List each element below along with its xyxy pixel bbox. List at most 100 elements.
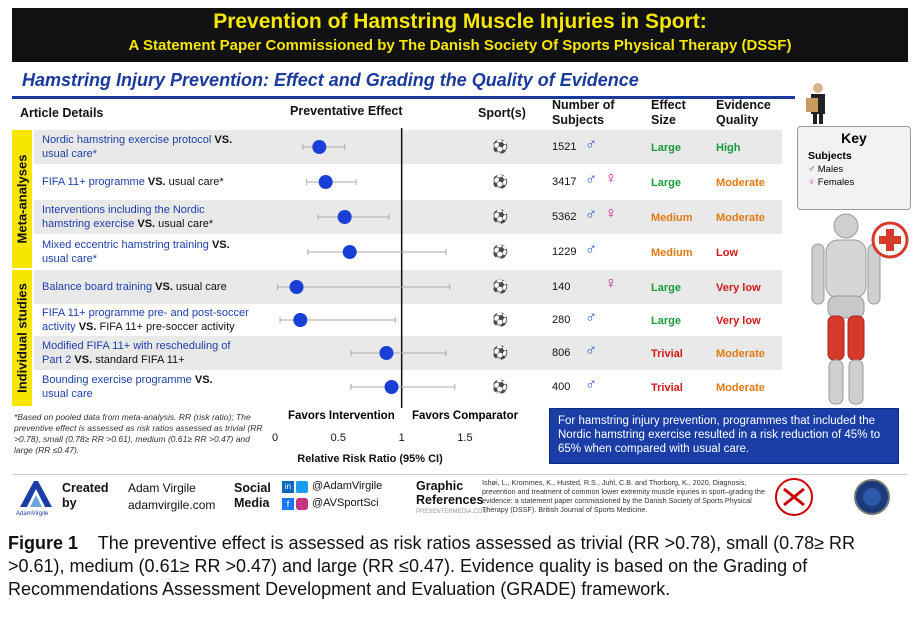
male-icon: ♂: [585, 206, 597, 223]
male-icon: ♂: [585, 136, 597, 153]
social-handle-1[interactable]: @AdamVirgile: [312, 480, 383, 492]
header-banner: Prevention of Hamstring Muscle Injuries …: [12, 8, 908, 62]
data-point: [312, 140, 327, 154]
subject-count: 5362: [552, 211, 577, 223]
dssf-logo-icon: [775, 478, 813, 516]
female-icon: ♀: [605, 205, 617, 222]
male-icon: ♂: [585, 241, 597, 258]
x-tick-label: 0.5: [331, 432, 346, 444]
graphic-references-label: Graphic References: [416, 479, 484, 507]
subject-count: 1229: [552, 246, 577, 258]
table-row: Nordic hamstring exercise protocol VS. us…: [34, 130, 782, 164]
bjsm-logo-icon: [854, 479, 890, 515]
column-header-subjects: Number of Subjects: [552, 98, 615, 127]
effect-size: Large: [651, 315, 681, 327]
author-site: adamvirgile.com: [128, 498, 216, 512]
favors-intervention-label: Favors Intervention: [288, 410, 395, 422]
table-row: Mixed eccentric hamstring training VS. us…: [34, 235, 782, 269]
column-header-size: Effect Size: [651, 98, 686, 127]
article-details: FIFA 11+ programme VS. usual care*: [42, 176, 224, 188]
evidence-quality: Moderate: [716, 348, 765, 360]
linkedin-icon: in: [282, 481, 294, 493]
figure-label: Figure 1: [8, 533, 79, 553]
soccer-ball-icon: ⚽: [492, 379, 509, 394]
evidence-quality: High: [716, 142, 741, 154]
soccer-ball-icon: ⚽: [492, 209, 509, 224]
presenter-media-label: PRESENTERMEDIA.COM: [416, 509, 488, 515]
instagram-icon: [296, 498, 308, 510]
group-label-individual: Individual studies: [12, 270, 32, 406]
x-tick-label: 1: [399, 432, 405, 444]
male-icon: ♂: [585, 342, 597, 359]
figure-caption-text: The preventive effect is assessed as ris…: [8, 533, 856, 599]
article-details: Mixed eccentric hamstring training VS. us…: [42, 239, 230, 265]
main-subtitle: A Statement Paper Commissioned by The Da…: [128, 37, 792, 54]
subject-count: 400: [552, 381, 571, 393]
male-icon: ♂: [585, 309, 597, 326]
male-icon: ♂: [585, 171, 597, 188]
evidence-quality: Moderate: [716, 177, 765, 189]
group-label-meta: Meta-analyses: [12, 130, 32, 268]
data-point: [379, 346, 394, 360]
facebook-icon: f: [282, 498, 294, 510]
evidence-quality: Moderate: [716, 212, 765, 224]
article-details: FIFA 11+ programme pre- and post-soccer a…: [42, 307, 249, 333]
footer-bar: AdamVirgile Created by Adam Virgile adam…: [12, 474, 908, 521]
effect-size: Large: [651, 142, 681, 154]
table-row: FIFA 11+ programme pre- and post-soccer a…: [34, 303, 782, 337]
table-row: FIFA 11+ programme VS. usual care* ⚽ 3417 ♂…: [34, 165, 782, 199]
data-point: [289, 280, 304, 294]
key-box: Key Subjects ♂ Males ♀ Females: [797, 126, 911, 210]
effect-size: Medium: [651, 247, 693, 259]
favors-comparator-label: Favors Comparator: [412, 410, 519, 422]
soccer-ball-icon: ⚽: [492, 139, 509, 154]
data-point: [293, 313, 308, 327]
table-row: Bounding exercise programme VS. usual car…: [34, 370, 782, 404]
column-header-article: Article Details: [20, 106, 104, 120]
anatomy-hamstring-icon: [811, 213, 909, 405]
article-details: Modified FIFA 11+ with rescheduling of Pa…: [42, 340, 231, 366]
subject-count: 806: [552, 347, 571, 359]
key-subjects: Subjects: [808, 150, 852, 162]
soccer-ball-icon: ⚽: [492, 345, 509, 360]
created-by-label: Created by: [62, 481, 109, 510]
x-tick-label: 0: [272, 432, 278, 444]
x-axis-label: Relative Risk Ratio (95% CI): [297, 453, 443, 465]
subject-count: 140: [552, 281, 571, 293]
callout-box: For hamstring injury prevention, program…: [549, 408, 899, 464]
subject-count: 280: [552, 314, 571, 326]
twitter-icon: [296, 481, 308, 493]
section-title: Hamstring Injury Prevention: Effect and …: [22, 70, 639, 90]
clipboard-person-icon: [806, 83, 825, 124]
female-icon: ♀: [605, 275, 617, 292]
adamvirgile-logo-icon: [20, 481, 52, 507]
author-name: Adam Virgile: [128, 481, 196, 495]
effect-size: Large: [651, 282, 681, 294]
evidence-quality: Low: [716, 247, 738, 259]
data-point: [384, 380, 399, 394]
female-icon: ♀: [808, 177, 816, 188]
article-details: Bounding exercise programme VS. usual car…: [42, 374, 213, 400]
soccer-ball-icon: ⚽: [492, 244, 509, 259]
evidence-quality: Very low: [716, 282, 761, 294]
data-point: [342, 245, 357, 259]
subject-count: 1521: [552, 141, 577, 153]
article-details: Nordic hamstring exercise protocol VS. us…: [42, 134, 233, 160]
subject-count: 3417: [552, 176, 577, 188]
effect-size: Trivial: [651, 348, 683, 360]
logo-text: AdamVirgile: [16, 511, 49, 517]
evidence-quality: Moderate: [716, 382, 765, 394]
x-tick-label: 1.5: [457, 432, 472, 444]
data-point: [318, 175, 333, 189]
effect-size: Medium: [651, 212, 693, 224]
column-header-quality: Evidence Quality: [716, 98, 771, 127]
female-icon: ♀: [605, 170, 617, 187]
section-divider: [12, 96, 795, 99]
male-icon: ♂: [585, 376, 597, 393]
social-media-label: Social Media: [234, 481, 271, 510]
social-handle-2[interactable]: @AVSportSci: [312, 497, 379, 509]
table-row: Interventions including the Nordic hamstr…: [34, 200, 782, 234]
soccer-ball-icon: ⚽: [492, 312, 509, 327]
article-details: Interventions including the Nordic hamstr…: [42, 204, 214, 230]
